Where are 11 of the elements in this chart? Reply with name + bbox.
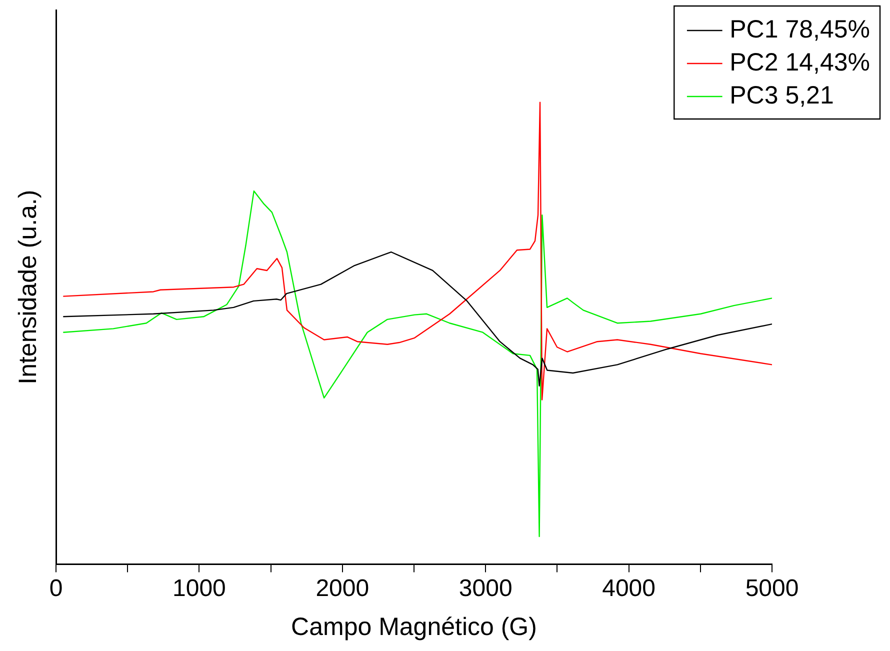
x-tick-label: 2000 [316, 575, 370, 602]
legend-label: PC2 14,43% [730, 48, 870, 76]
x-tick-label: 1000 [172, 575, 226, 602]
x-tick-label: 5000 [745, 575, 799, 602]
legend-label: PC3 5,21 [730, 81, 834, 110]
x-tick-label: 3000 [458, 575, 512, 602]
y-axis-title: Intensidade (u.a.) [14, 190, 42, 384]
x-tick-label: 0 [49, 575, 63, 602]
legend-label: PC1 78,45% [730, 15, 870, 44]
x-axis-title: Campo Magnético (G) [291, 612, 537, 641]
x-tick-label: 4000 [602, 575, 656, 602]
